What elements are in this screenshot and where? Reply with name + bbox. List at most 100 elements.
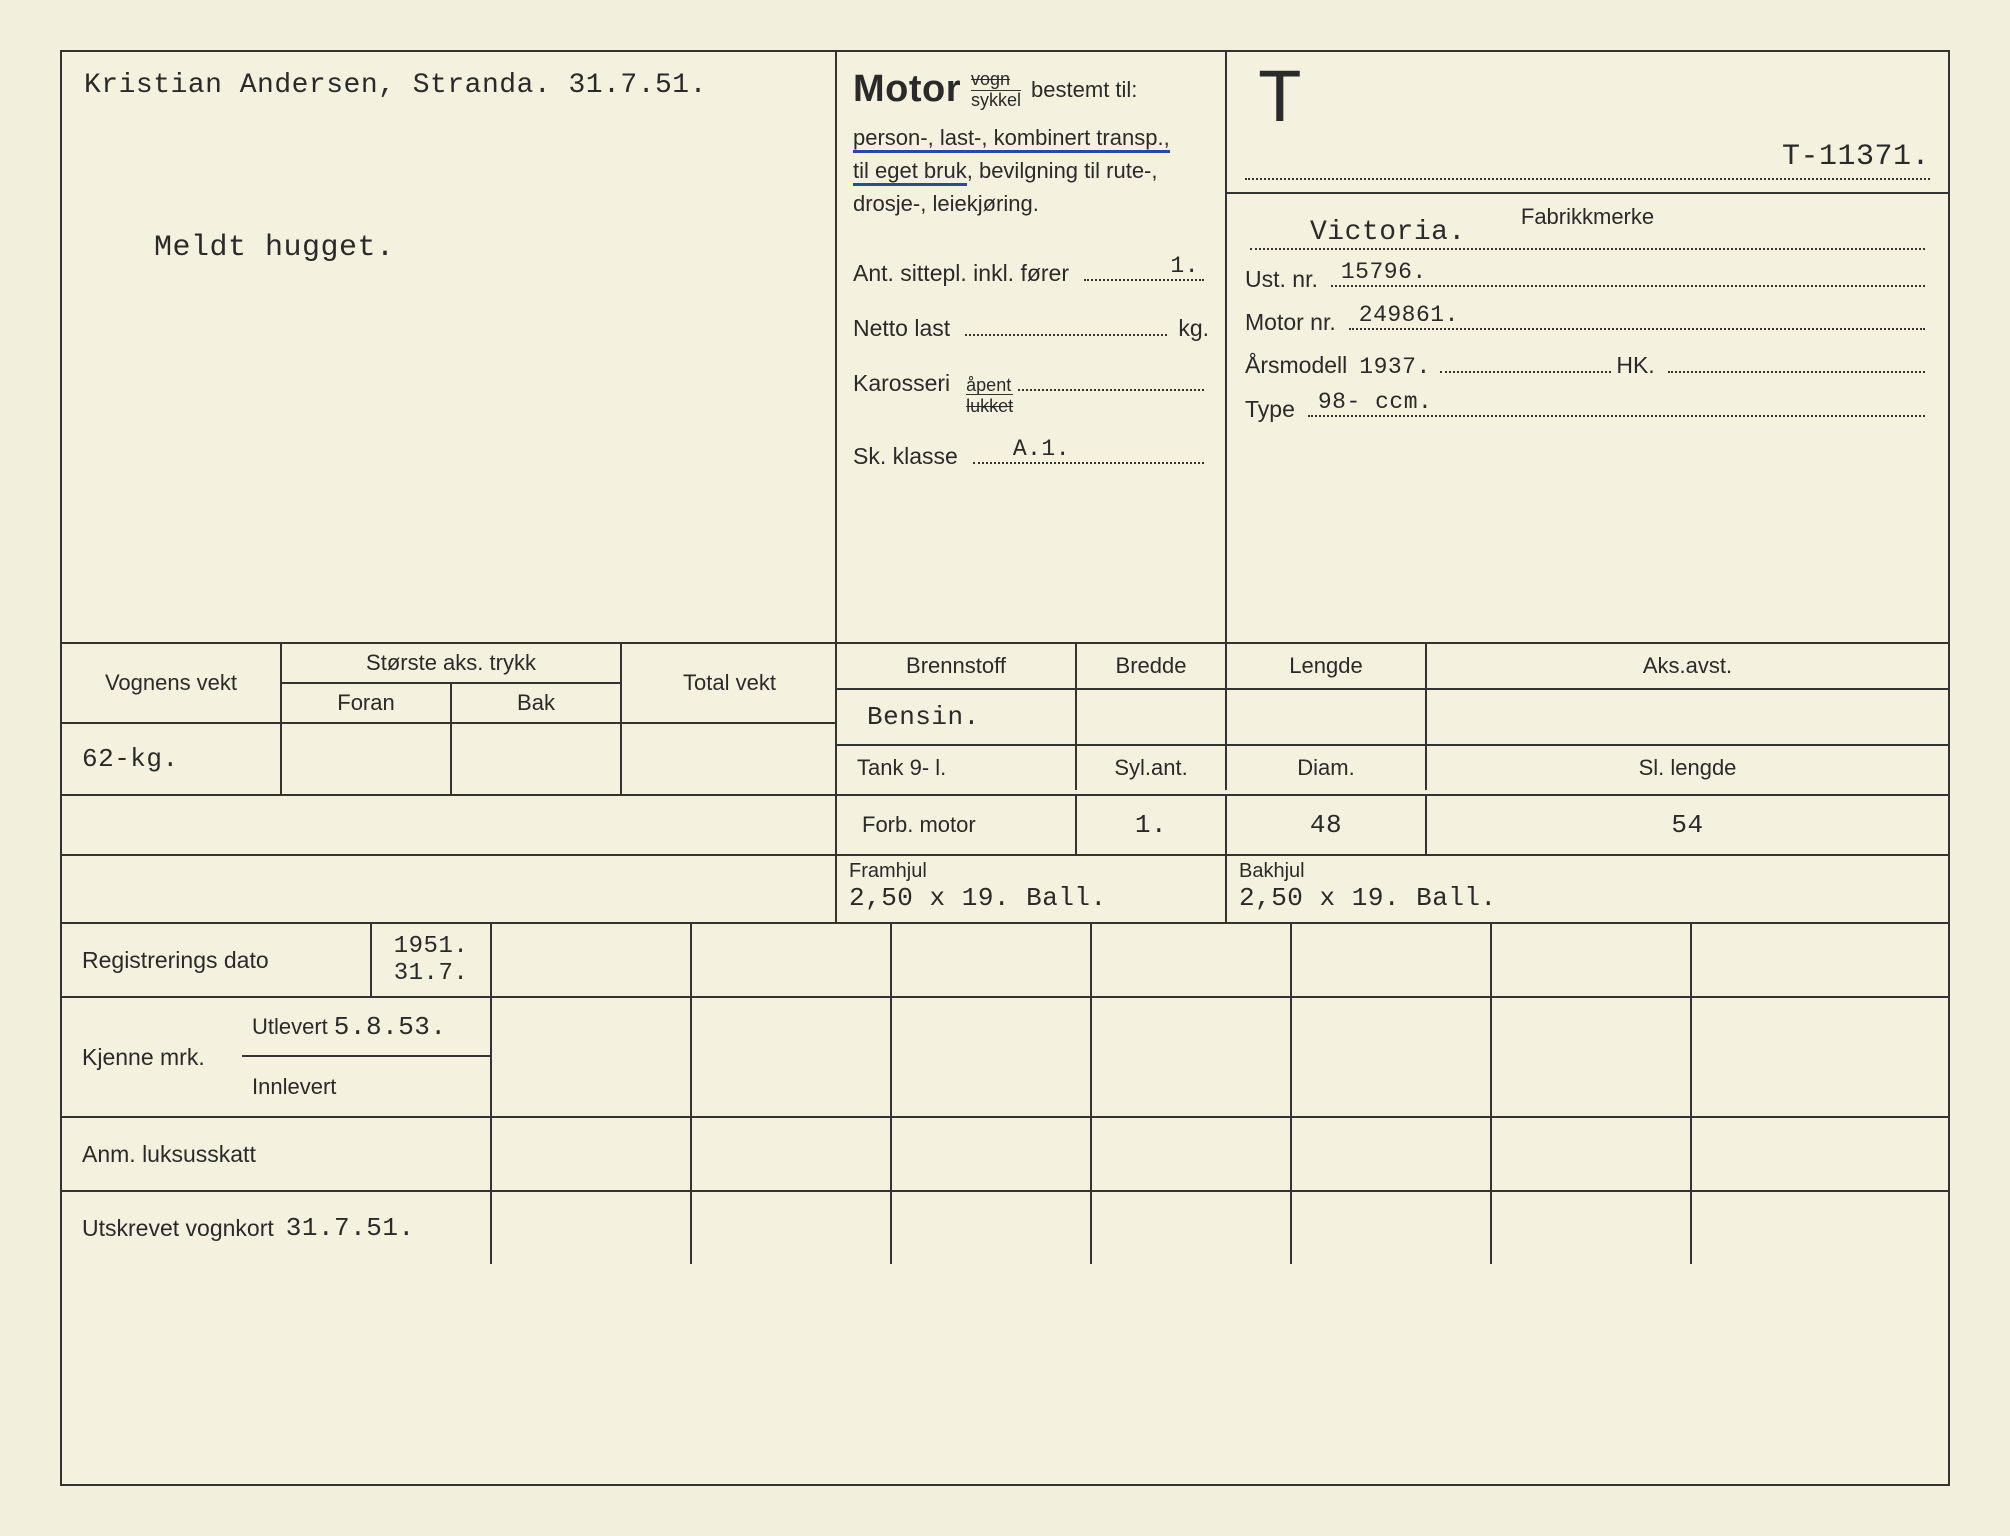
bak-value	[452, 724, 622, 794]
vognens-vekt-label: Vognens vekt	[62, 644, 282, 724]
karosseri-label: Karosseri	[853, 370, 950, 397]
type-value: 98- ccm.	[1318, 389, 1432, 415]
specs-right: Brennstoff Bredde Lengde Aks.avst. Bensi…	[837, 642, 1948, 794]
apent-label: åpent	[966, 376, 1013, 394]
motornr-value: 249861.	[1359, 302, 1459, 328]
utskrevet-c3	[692, 1192, 892, 1264]
skklasse-label: Sk. klasse	[853, 443, 958, 470]
anm-c5	[1092, 1118, 1292, 1190]
utskrevet-c4	[892, 1192, 1092, 1264]
wheels-left-blank	[62, 856, 837, 922]
regdato-c6	[1292, 924, 1492, 996]
motornr-dots: 249861.	[1349, 328, 1925, 330]
plate-number: T-11371.	[1245, 140, 1930, 180]
regdato-c8	[1692, 924, 1948, 996]
motor-panel: Motor vogn sykkel bestemt til: person-, …	[837, 52, 1227, 642]
netto-unit: kg.	[1178, 315, 1209, 342]
diam-header: Diam.	[1227, 746, 1427, 790]
skklasse-value: A.1.	[1013, 436, 1070, 462]
usage-line3: drosje-, leiekjøring.	[853, 191, 1039, 216]
wheels-row: Framhjul 2,50 x 19. Ball. Bakhjul 2,50 x…	[62, 854, 1948, 922]
anm-row: Anm. luksusskatt	[62, 1116, 1948, 1190]
karosseri-dots	[1018, 389, 1204, 391]
aksavst-value	[1427, 690, 1948, 744]
motornr-row: Motor nr. 249861.	[1245, 309, 1930, 336]
framhjul-label: Framhjul	[849, 860, 927, 883]
usage-line2a: til eget bruk	[853, 158, 967, 186]
utskrevet-cell: Utskrevet vognkort 31.7.51.	[62, 1192, 492, 1264]
kjenne-sublabels: Utlevert 5.8.53. Innlevert	[242, 998, 492, 1116]
hk-label: HK.	[1616, 352, 1654, 379]
motor-heading: Motor vogn sykkel bestemt til:	[853, 68, 1209, 111]
vogn-struck: vogn	[971, 70, 1021, 91]
type-label: Type	[1245, 396, 1295, 423]
regdato-c4	[892, 924, 1092, 996]
bakhjul-label: Bakhjul	[1239, 860, 1305, 883]
fabrikkmerke-dots: Victoria.	[1250, 248, 1925, 250]
sllengde-header: Sl. lengde	[1427, 746, 1948, 790]
arsmodell-row: Årsmodell 1937. HK.	[1245, 352, 1930, 380]
fabrikkmerke-value: Victoria.	[1310, 217, 1466, 248]
spec-headers-2: Tank 9- l. Syl.ant. Diam. Sl. lengde	[837, 744, 1948, 790]
seats-field: Ant. sittepl. inkl. fører 1.	[853, 260, 1209, 287]
kjenne-c5	[1092, 998, 1292, 1116]
utskrevet-c6	[1292, 1192, 1492, 1264]
framhjul-value: 2,50 x 19. Ball.	[849, 883, 1107, 913]
owner-panel: Kristian Andersen, Stranda. 31.7.51. Mel…	[62, 52, 837, 642]
sllengde-value: 54	[1427, 796, 1948, 854]
seats-value: 1.	[1170, 253, 1199, 279]
utskrevet-c8	[1692, 1192, 1948, 1264]
kjenne-c2	[492, 998, 692, 1116]
regdato-row: Registrerings dato 1951. 31.7.	[62, 922, 1948, 996]
forb-row: Forb. motor 1. 48 54	[62, 794, 1948, 854]
regdato-cell: 1951. 31.7.	[372, 924, 492, 996]
sylant-header: Syl.ant.	[1077, 746, 1227, 790]
anm-c3	[692, 1118, 892, 1190]
skklasse-dots: A.1.	[973, 462, 1204, 464]
ustnr-row: Ust. nr. 15796.	[1245, 266, 1930, 293]
fabrikkmerke-row: Victoria.	[1245, 248, 1930, 250]
utskrevet-row: Utskrevet vognkort 31.7.51.	[62, 1190, 1948, 1264]
usage-line1: person-, last-, kombinert transp.,	[853, 125, 1170, 153]
innlevert-label: Innlevert	[252, 1074, 336, 1100]
regdato-label: Registrerings dato	[62, 924, 372, 996]
bredde-value	[1077, 690, 1227, 744]
registration-card: Kristian Andersen, Stranda. 31.7.51. Mel…	[60, 50, 1950, 1486]
karosseri-options: åpent lukket	[966, 376, 1013, 415]
seats-label: Ant. sittepl. inkl. fører	[853, 260, 1069, 287]
bak-label: Bak	[452, 684, 622, 724]
motor-usage-desc: person-, last-, kombinert transp., til e…	[853, 121, 1209, 220]
specs-upper: Vognens vekt Største aks. trykk Total ve…	[62, 642, 1948, 794]
ustnr-value: 15796.	[1341, 259, 1427, 285]
regdato-c2	[492, 924, 692, 996]
registration-panel: T T-11371. Fabrikkmerke Victoria. Ust. n…	[1227, 52, 1948, 642]
innlevert-sub: Innlevert	[242, 1057, 490, 1116]
anm-c6	[1292, 1118, 1492, 1190]
weight-table: Vognens vekt Største aks. trykk Total ve…	[62, 642, 837, 794]
foran-value	[282, 724, 452, 794]
fabrikk-region: Fabrikkmerke Victoria. Ust. nr. 15796. M…	[1227, 192, 1948, 449]
ustnr-dots: 15796.	[1331, 285, 1925, 287]
vognens-vekt-value: 62-kg.	[62, 724, 282, 794]
lukket-struck: lukket	[966, 394, 1013, 415]
framhjul-cell: Framhjul 2,50 x 19. Ball.	[837, 856, 1227, 922]
utskrevet-c7	[1492, 1192, 1692, 1264]
kjenne-c3	[692, 998, 892, 1116]
spec-fuel-row: Bensin.	[837, 688, 1948, 744]
utskrevet-c5	[1092, 1192, 1292, 1264]
ustnr-label: Ust. nr.	[1245, 266, 1318, 293]
type-row: Type 98- ccm.	[1245, 396, 1930, 423]
fuel-value: Bensin.	[837, 690, 1077, 744]
type-dots: 98- ccm.	[1308, 415, 1925, 417]
storste-aks-label: Største aks. trykk	[282, 644, 622, 684]
arsmodell-label: Årsmodell	[1245, 352, 1347, 379]
regdato-day: 31.7.	[394, 960, 469, 987]
netto-label: Netto last	[853, 315, 950, 342]
kjenne-row: Kjenne mrk. Utlevert 5.8.53. Innlevert	[62, 996, 1948, 1116]
netto-field: Netto last kg.	[853, 315, 1209, 342]
total-vekt-label: Total vekt	[622, 644, 837, 724]
hk-dots	[1668, 371, 1925, 373]
anm-c2	[492, 1118, 692, 1190]
utskrevet-c2	[492, 1192, 692, 1264]
brennstoff-header: Brennstoff	[837, 644, 1077, 688]
